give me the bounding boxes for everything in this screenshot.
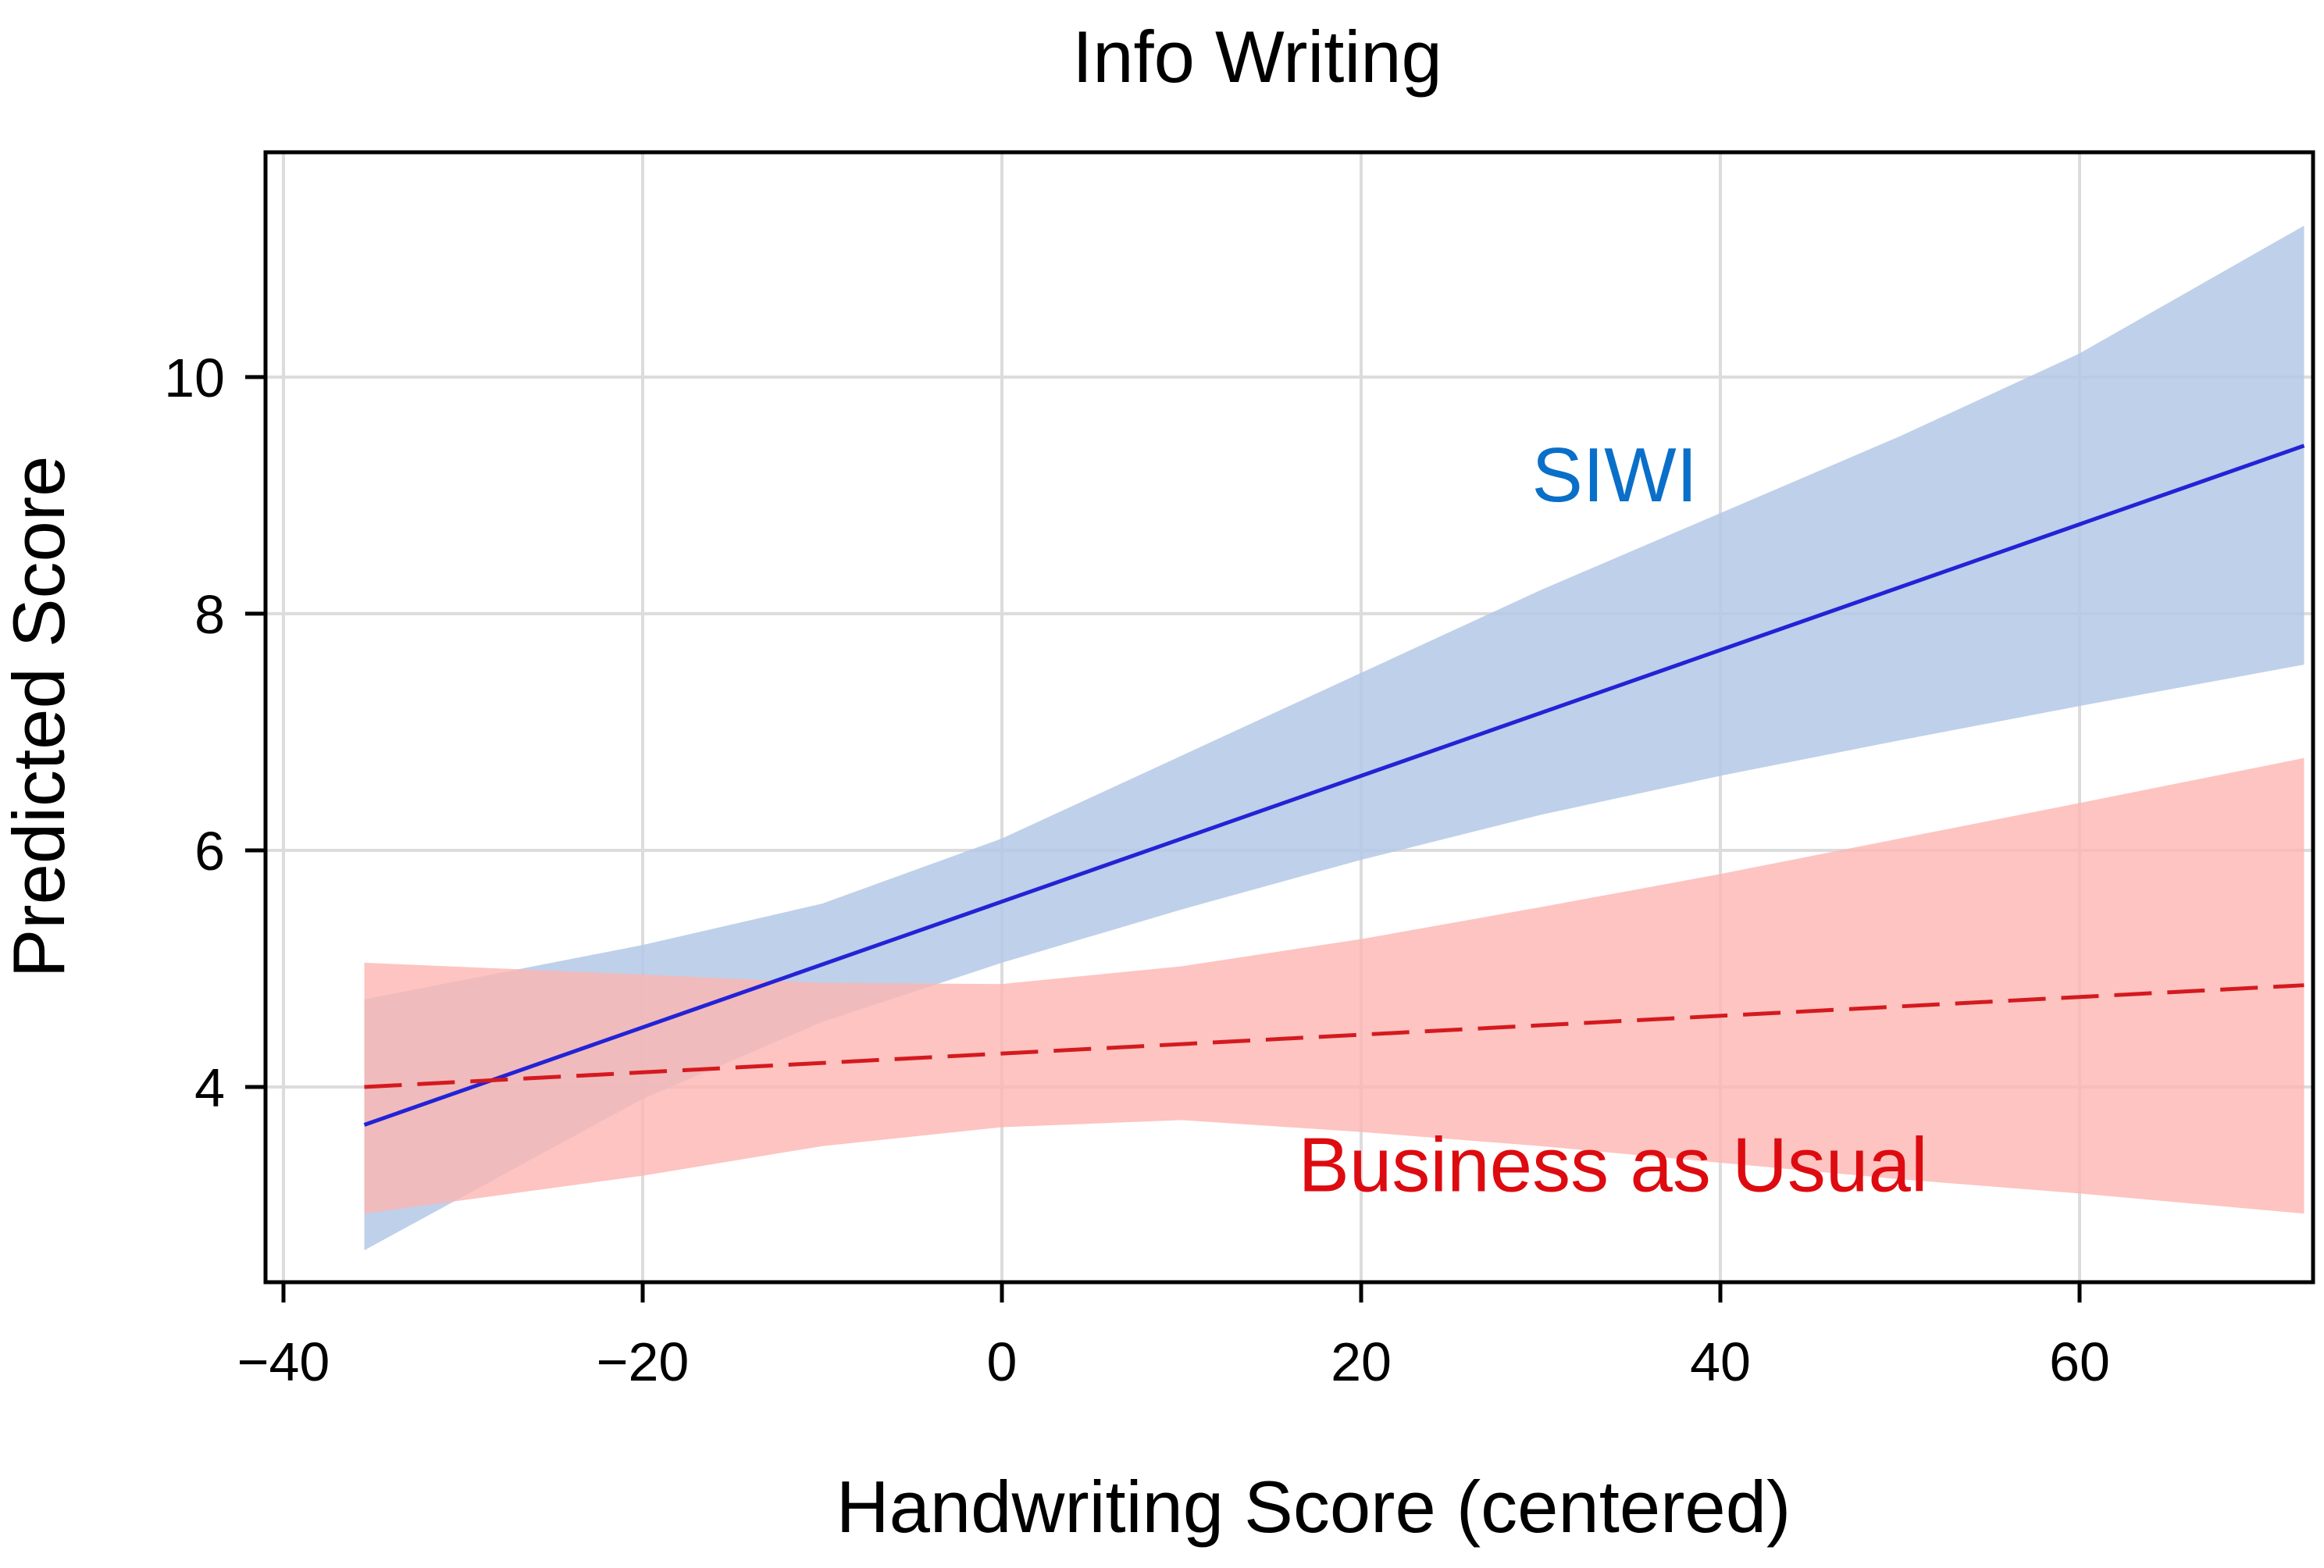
confidence-bands: [364, 225, 2304, 1251]
series-line-1: [363, 444, 2305, 1127]
series-annotation: Business as Usual: [1299, 1121, 1928, 1207]
x-tick-label: 0: [987, 1331, 1018, 1392]
series-lines: [363, 444, 2305, 1127]
x-tick-label: −40: [237, 1331, 330, 1392]
series-annotation: SIWI: [1532, 432, 1698, 518]
axis-ticks: −40 −20 0 20 40 60 4 6 8 10: [164, 347, 2110, 1392]
series-annotations: SIWI Business as Usual: [1299, 432, 1928, 1207]
series-line-2: [364, 983, 2304, 1089]
chart-title: Info Writing: [1072, 16, 1442, 98]
plot-area-frame: [263, 150, 2315, 1285]
y-tick-label: 4: [194, 1057, 225, 1118]
x-tick-label: 20: [1331, 1331, 1392, 1392]
x-tick-label: 60: [2049, 1331, 2110, 1392]
x-tick-label: 40: [1690, 1331, 1751, 1392]
y-axis-label: Predicted Score: [0, 456, 80, 978]
x-axis-label: Handwriting Score (centered): [836, 1466, 1791, 1548]
y-tick-label: 10: [164, 347, 225, 408]
ci-band-series-2: [364, 757, 2304, 1214]
x-tick-label: −20: [597, 1331, 690, 1392]
y-tick-label: 8: [194, 584, 225, 645]
y-tick-label: 6: [194, 821, 225, 882]
